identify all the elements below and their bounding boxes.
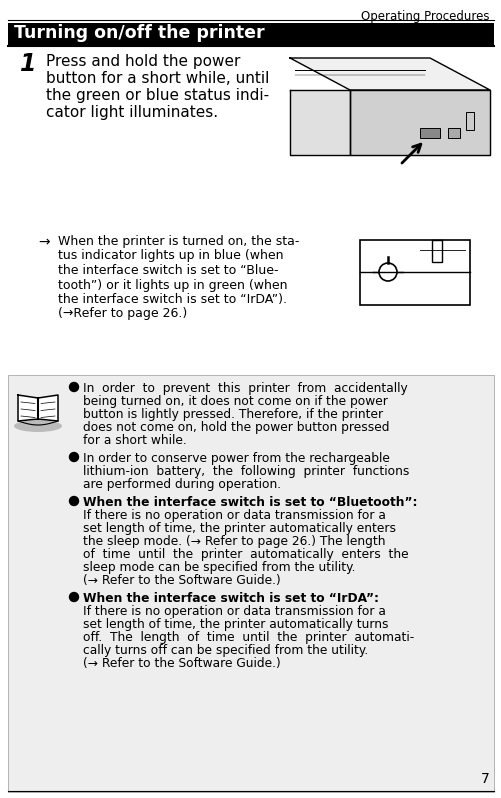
- Text: If there is no operation or data transmission for a: If there is no operation or data transmi…: [83, 605, 385, 618]
- Text: When the interface switch is set to “IrDA”:: When the interface switch is set to “IrD…: [83, 592, 378, 605]
- Circle shape: [69, 592, 78, 602]
- Text: set length of time, the printer automatically enters: set length of time, the printer automati…: [83, 522, 395, 535]
- Bar: [359, 240, 469, 305]
- Polygon shape: [18, 395, 38, 421]
- Text: does not come on, hold the power button pressed: does not come on, hold the power button …: [83, 421, 389, 434]
- Text: (→ Refer to the Software Guide.): (→ Refer to the Software Guide.): [83, 657, 280, 670]
- Bar: [447, 128, 459, 138]
- Polygon shape: [349, 90, 489, 155]
- Polygon shape: [290, 58, 489, 90]
- Text: 1: 1: [20, 52, 37, 76]
- Text: the interface switch is set to “IrDA”).: the interface switch is set to “IrDA”).: [58, 293, 287, 306]
- Text: (→ Refer to the Software Guide.): (→ Refer to the Software Guide.): [83, 574, 280, 587]
- Text: tooth”) or it lights up in green (when: tooth”) or it lights up in green (when: [58, 279, 287, 291]
- Text: Operating Procedures: Operating Procedures: [361, 10, 489, 23]
- Text: of  time  until  the  printer  automatically  enters  the: of time until the printer automatically …: [83, 548, 408, 561]
- Text: being turned on, it does not come on if the power: being turned on, it does not come on if …: [83, 395, 387, 408]
- Text: lithium-ion  battery,  the  following  printer  functions: lithium-ion battery, the following print…: [83, 465, 408, 478]
- Text: In  order  to  prevent  this  printer  from  accidentally: In order to prevent this printer from ac…: [83, 382, 407, 395]
- Text: set length of time, the printer automatically turns: set length of time, the printer automati…: [83, 618, 388, 631]
- Text: are performed during operation.: are performed during operation.: [83, 478, 281, 491]
- Circle shape: [69, 382, 78, 392]
- Text: for a short while.: for a short while.: [83, 434, 186, 447]
- Text: off.  The  length  of  time  until  the  printer  automati-: off. The length of time until the printe…: [83, 631, 413, 644]
- Text: When the interface switch is set to “Bluetooth”:: When the interface switch is set to “Blu…: [83, 496, 417, 509]
- Text: When the printer is turned on, the sta-: When the printer is turned on, the sta-: [58, 235, 299, 248]
- Text: In order to conserve power from the rechargeable: In order to conserve power from the rech…: [83, 452, 389, 465]
- Text: Press and hold the power: Press and hold the power: [46, 54, 240, 69]
- Text: (→Refer to page 26.): (→Refer to page 26.): [58, 307, 187, 321]
- Text: sleep mode can be specified from the utility.: sleep mode can be specified from the uti…: [83, 561, 355, 574]
- Text: tus indicator lights up in blue (when: tus indicator lights up in blue (when: [58, 250, 283, 263]
- Text: button is lightly pressed. Therefore, if the printer: button is lightly pressed. Therefore, if…: [83, 408, 382, 421]
- Circle shape: [69, 452, 78, 461]
- Bar: [8, 23, 493, 45]
- Circle shape: [69, 496, 78, 505]
- Text: the interface switch is set to “Blue-: the interface switch is set to “Blue-: [58, 264, 278, 277]
- Text: 7: 7: [480, 772, 489, 786]
- Text: cally turns off can be specified from the utility.: cally turns off can be specified from th…: [83, 644, 368, 657]
- Text: button for a short while, until: button for a short while, until: [46, 71, 269, 86]
- Bar: [465, 112, 473, 130]
- Polygon shape: [290, 90, 349, 155]
- Text: cator light illuminates.: cator light illuminates.: [46, 105, 218, 120]
- Bar: [8, 375, 493, 792]
- Text: Turning on/off the printer: Turning on/off the printer: [14, 24, 264, 42]
- Bar: [431, 240, 441, 262]
- Text: →: →: [38, 235, 50, 249]
- Text: the sleep mode. (→ Refer to page 26.) The length: the sleep mode. (→ Refer to page 26.) Th…: [83, 535, 385, 548]
- Text: If there is no operation or data transmission for a: If there is no operation or data transmi…: [83, 509, 385, 522]
- Polygon shape: [38, 395, 58, 421]
- Ellipse shape: [14, 420, 62, 432]
- Text: the green or blue status indi-: the green or blue status indi-: [46, 88, 269, 103]
- Bar: [419, 128, 439, 138]
